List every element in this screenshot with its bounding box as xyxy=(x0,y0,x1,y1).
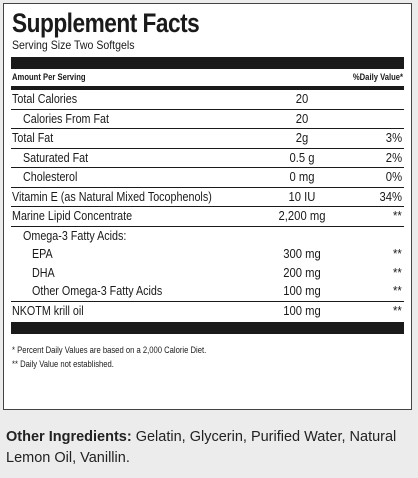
nutrient-dv: 0% xyxy=(385,170,402,184)
other-ingredients: Other Ingredients: Gelatin, Glycerin, Pu… xyxy=(6,427,406,469)
amount-per-serving-header: Amount Per Serving xyxy=(12,72,86,82)
nutrient-amount: 0.5 g xyxy=(289,150,315,165)
footnote-daily-value: * Percent Daily Values are based on a 2,… xyxy=(12,345,207,355)
nutrient-amount: 300 mg xyxy=(283,247,321,261)
nutrient-row: Omega-3 Fatty Acids: xyxy=(11,227,404,246)
nutrient-row: Cholesterol 0 mg 0% xyxy=(11,168,404,188)
nutrient-dv: 2% xyxy=(385,150,402,165)
footnote-not-established: ** Daily Value not established. xyxy=(12,359,114,369)
thick-divider-bottom xyxy=(11,322,404,334)
nutrient-row: Vitamin E (as Natural Mixed Tocophenols)… xyxy=(11,188,404,207)
nutrient-amount: 10 IU xyxy=(288,189,316,204)
nutrient-amount: 100 mg xyxy=(283,303,321,318)
nutrient-name: Cholesterol xyxy=(23,170,78,184)
nutrient-row: Calories From Fat 20 xyxy=(11,110,404,129)
nutrient-amount: 0 mg xyxy=(289,170,315,184)
nutrient-name: Total Fat xyxy=(12,131,54,145)
nutrient-name: Saturated Fat xyxy=(23,150,89,165)
nutrient-amount: 2g xyxy=(295,131,309,145)
nutrient-row: Other Omega-3 Fatty Acids 100 mg ** xyxy=(11,282,404,302)
nutrient-dv: ** xyxy=(393,247,402,261)
nutrient-row: NKOTM krill oil 100 mg ** xyxy=(11,302,404,321)
nutrient-dv: 34% xyxy=(379,189,402,204)
nutrient-row: Total Calories 20 xyxy=(11,90,404,110)
nutrient-name: NKOTM krill oil xyxy=(12,303,84,318)
thick-divider xyxy=(11,57,404,69)
supplement-facts-panel: Supplement Facts Serving Size Two Softge… xyxy=(3,3,412,410)
nutrient-name: EPA xyxy=(32,247,53,261)
nutrient-amount: 2,200 mg xyxy=(278,209,326,223)
footnotes: * Percent Daily Values are based on a 2,… xyxy=(11,343,404,371)
nutrient-name: Other Omega-3 Fatty Acids xyxy=(32,284,163,298)
nutrient-dv: 3% xyxy=(385,131,402,145)
nutrient-row: DHA 200 mg ** xyxy=(11,264,404,283)
nutrient-name: Total Calories xyxy=(12,92,78,106)
medium-divider xyxy=(11,86,404,90)
nutrient-amount: 100 mg xyxy=(283,284,321,298)
nutrient-row: EPA 300 mg ** xyxy=(11,245,404,264)
other-ingredients-text: Gelatin, Glycerin, Purified Water, Natur… xyxy=(6,429,397,466)
nutrient-dv: ** xyxy=(393,284,402,298)
nutrient-row: Saturated Fat 0.5 g 2% xyxy=(11,149,404,168)
nutrient-name: Omega-3 Fatty Acids: xyxy=(23,228,127,243)
nutrient-row: Marine Lipid Concentrate 2,200 mg ** xyxy=(11,207,404,227)
nutrient-dv: ** xyxy=(393,209,402,223)
nutrient-amount: 20 xyxy=(295,111,309,126)
nutrient-amount: 200 mg xyxy=(283,265,321,280)
nutrient-amount: 20 xyxy=(295,92,309,106)
nutrient-name: Vitamin E (as Natural Mixed Tocophenols) xyxy=(12,189,212,204)
nutrient-dv: ** xyxy=(393,265,402,280)
other-ingredients-label: Other Ingredients: xyxy=(6,429,132,445)
nutrient-name: Calories From Fat xyxy=(23,111,110,126)
nutrient-name: Marine Lipid Concentrate xyxy=(12,209,133,223)
nutrient-dv: ** xyxy=(393,303,402,318)
facts-title: Supplement Facts xyxy=(12,8,200,38)
nutrient-row: Total Fat 2g 3% xyxy=(11,129,404,149)
serving-size: Serving Size Two Softgels xyxy=(12,38,135,52)
daily-value-header: %Daily Value* xyxy=(352,72,403,82)
nutrient-name: DHA xyxy=(32,265,55,280)
column-header: Amount Per Serving %Daily Value* xyxy=(11,69,404,86)
